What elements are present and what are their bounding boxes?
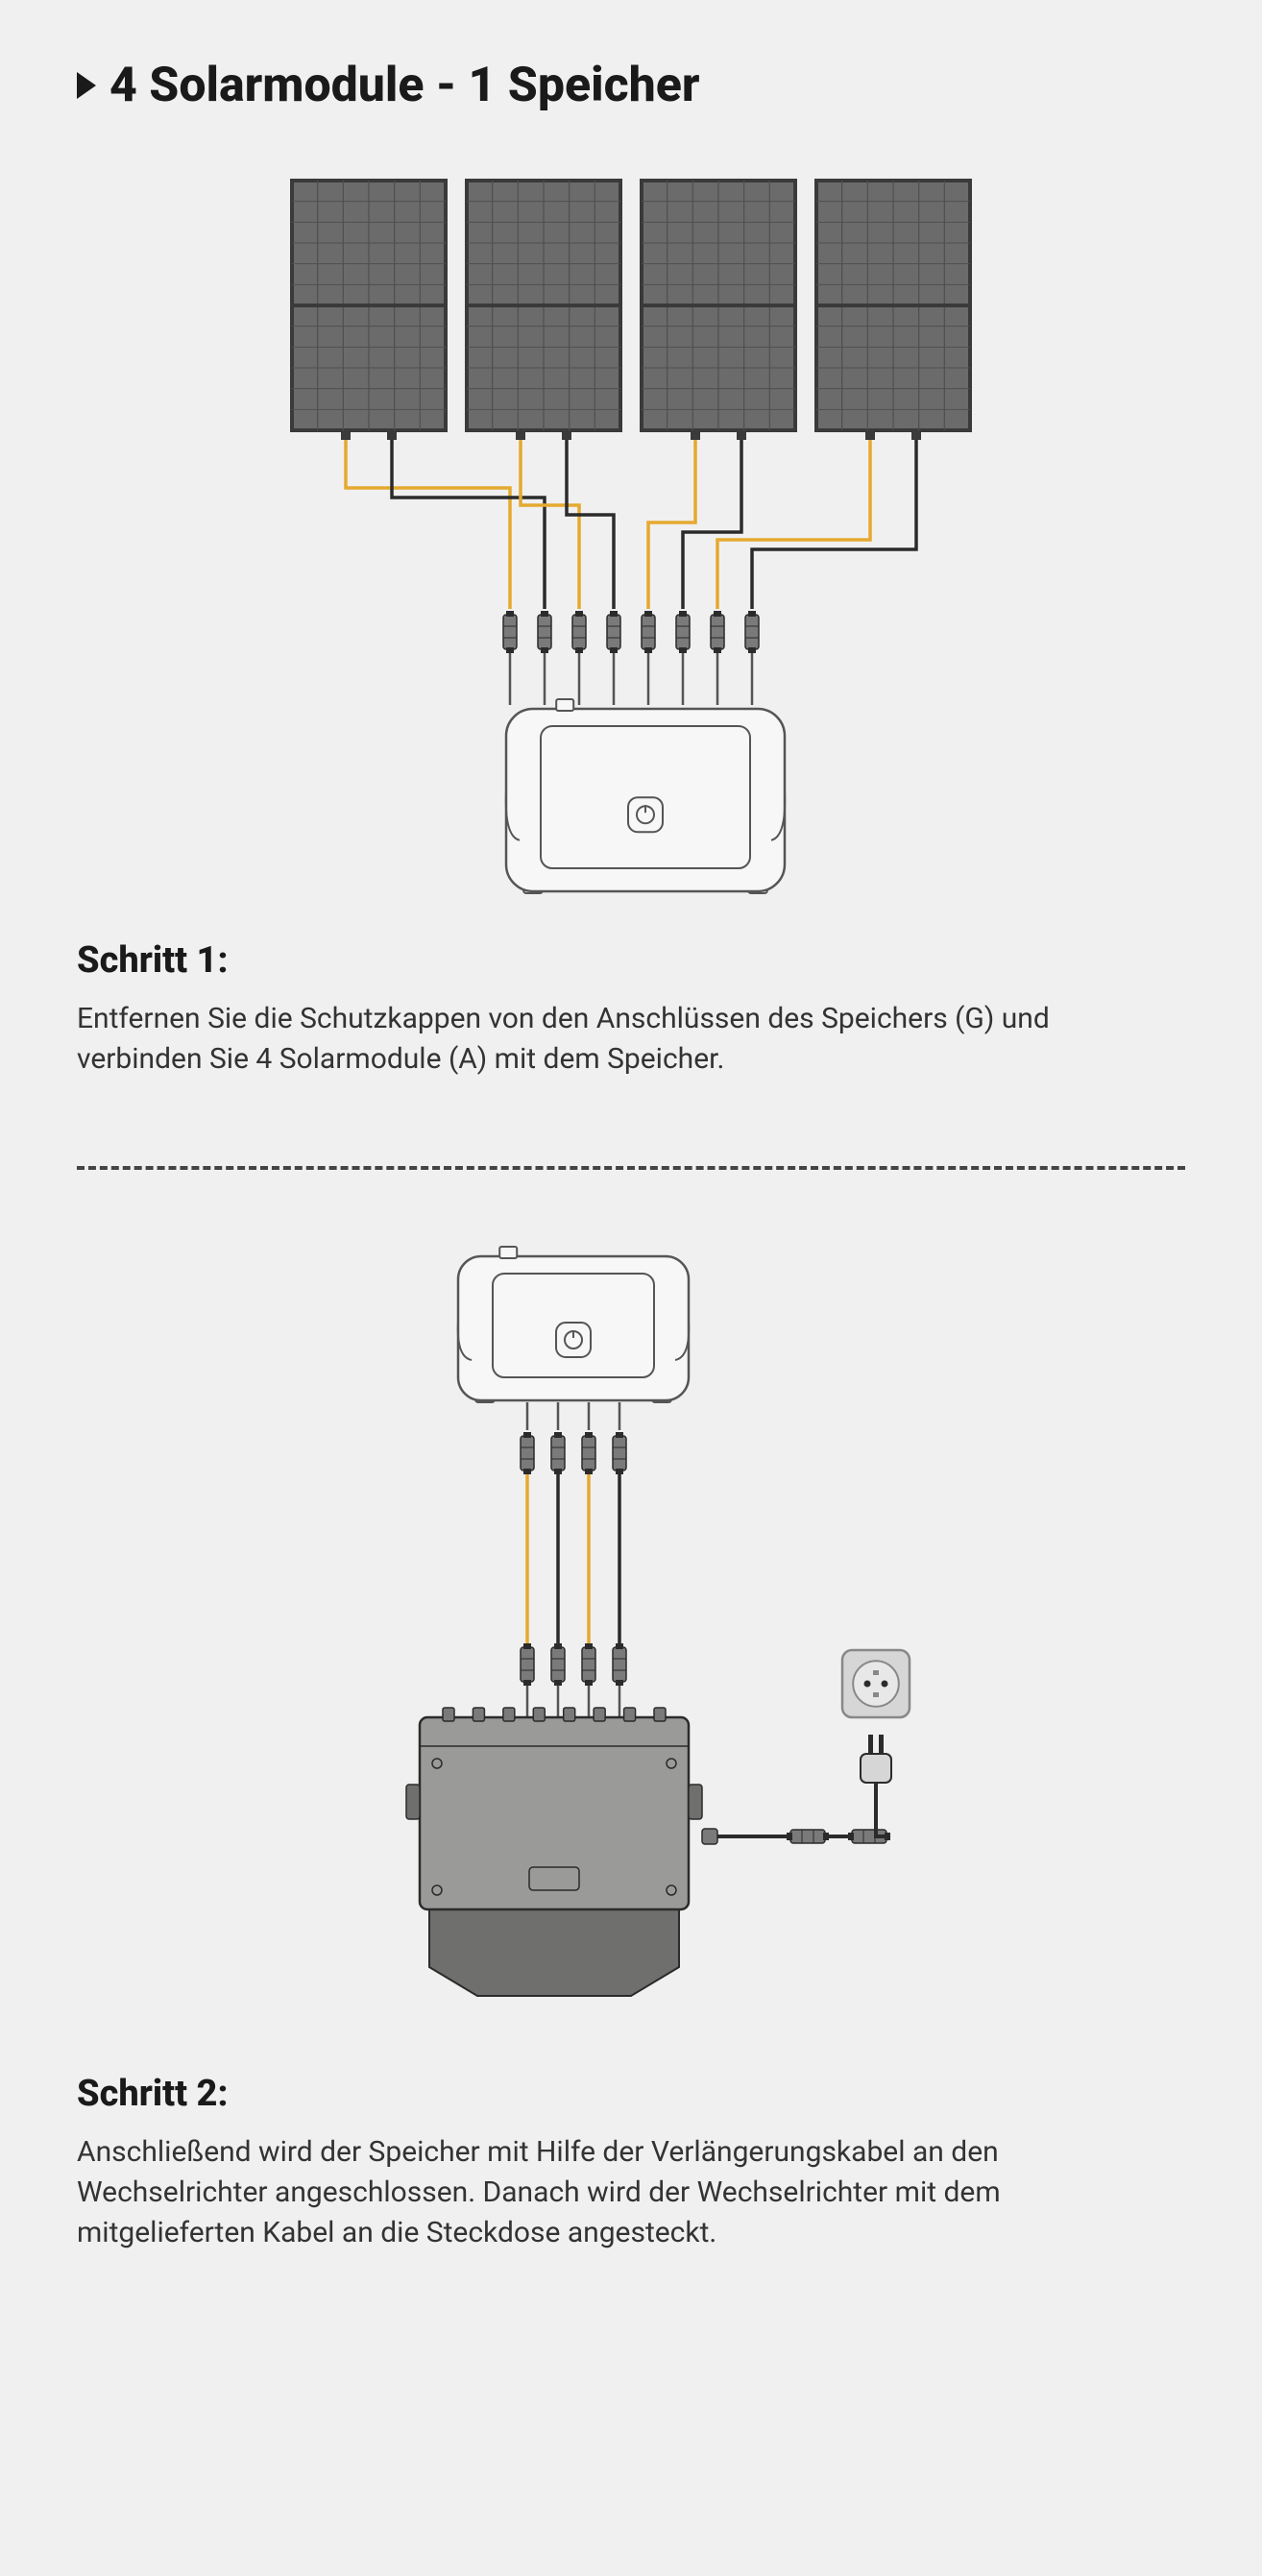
page-title-text: 4 Solarmodule - 1 Speicher — [109, 58, 699, 113]
step2-title: Schritt 2: — [77, 2073, 1185, 2115]
section-divider — [77, 1166, 1185, 1170]
diagram-step2 — [237, 1237, 1025, 2034]
page-title: 4 Solarmodule - 1 Speicher — [77, 58, 1185, 113]
triangle-icon — [77, 72, 96, 99]
step1-title: Schritt 1: — [77, 939, 1185, 982]
diagram-step1 — [237, 171, 1025, 901]
step1-text: Entfernen Sie die Schutzkappen von den A… — [77, 999, 1133, 1080]
step2-text: Anschließend wird der Speicher mit Hilfe… — [77, 2132, 1133, 2253]
